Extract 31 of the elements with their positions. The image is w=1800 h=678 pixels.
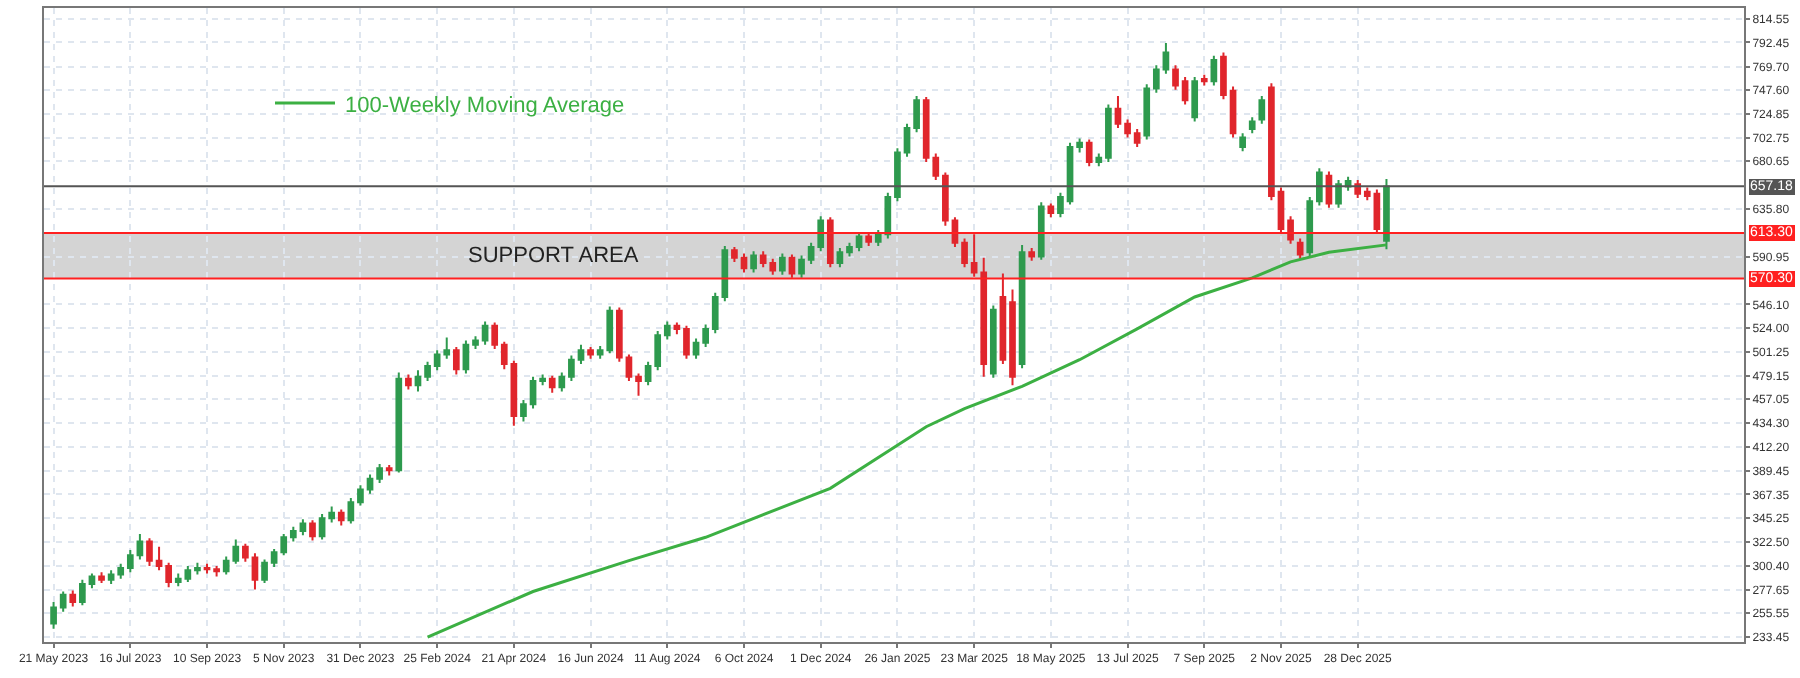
candlestick [989,304,997,379]
candlestick [548,374,556,394]
candlestick [1239,132,1246,153]
candlestick [1248,116,1256,135]
candlestick [1210,54,1218,87]
candlestick [452,345,460,376]
candlestick [750,250,757,274]
candlestick [1047,202,1055,219]
candlestick [826,216,834,269]
band-label: SUPPORT AREA [468,244,640,268]
candlestick [1258,95,1266,125]
candlestick [395,371,403,474]
candlestick [337,508,345,527]
candlestick [865,232,872,247]
candlestick [779,252,786,276]
candlestick [1383,177,1390,251]
legend-label: 100-Weekly Moving Average [345,93,625,118]
candlestick [1028,247,1036,262]
candlestick [69,589,77,608]
candlestick [405,373,412,391]
line-series [426,243,1388,639]
candlestick [309,519,316,542]
candlestick [98,571,105,584]
candlestick [587,345,594,360]
candlestick [1191,75,1199,123]
candlestick [385,463,393,477]
candlestick [788,253,796,279]
candlestick [1085,138,1093,168]
candlestick [1296,237,1304,261]
candlestick [1037,201,1045,261]
candlestick [1200,73,1208,87]
